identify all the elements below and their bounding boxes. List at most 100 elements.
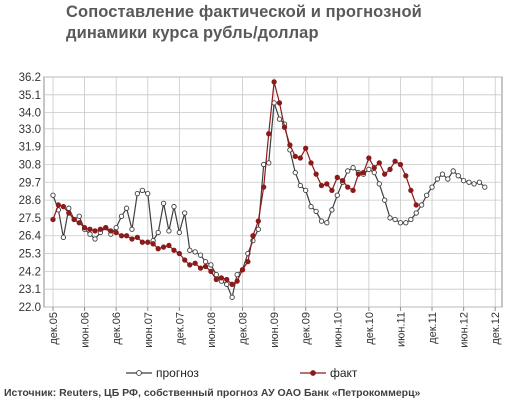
forecast-data-point (350, 165, 356, 171)
line-chart: 22.0 23.1 24.2 25.3 26.4 27.5 28.6 29.7 30.8 31.9… (19, 72, 503, 380)
actual-data-point (387, 166, 393, 172)
forecast-data-point (118, 213, 125, 219)
actual-data-point (276, 100, 283, 106)
forecast-data-point (192, 249, 198, 255)
x-tick-label: июн.06 (80, 312, 92, 348)
actual-data-point (334, 174, 340, 181)
actual-data-point (250, 233, 256, 239)
forecast-data-point (303, 187, 309, 194)
forecast-data-point (171, 203, 177, 210)
forecast-data-point (202, 258, 209, 265)
forecast-data-point (397, 220, 404, 226)
actual-data-point (397, 161, 404, 168)
forecast-data-point (60, 234, 67, 241)
actual-data-point (92, 228, 98, 234)
forecast-data-point (329, 207, 335, 213)
actual-data-point (239, 267, 246, 273)
actual-data-point (218, 275, 225, 281)
forecast-data-point (366, 166, 372, 172)
x-tick-label: дек.09 (301, 312, 313, 345)
chart-title-line-1: Сопоставление фактической и прогнозной (66, 3, 422, 21)
actual-data-point (266, 131, 272, 137)
y-tick-label: 31.9 (19, 142, 41, 154)
y-tick-label: 27.5 (19, 213, 41, 225)
x-tick-label: июн.09 (269, 312, 281, 348)
y-tick-label: 25.3 (19, 249, 41, 261)
actual-data-point (408, 187, 414, 194)
forecast-data-point (418, 202, 425, 208)
forecast-data-point (413, 210, 419, 216)
actual-data-point (155, 246, 161, 252)
actual-data-point (261, 184, 267, 190)
forecast-data-point (297, 182, 303, 189)
actual-data-point (224, 276, 230, 283)
actual-data-point (103, 224, 109, 231)
actual-data-point (360, 169, 367, 176)
forecast-data-point (476, 179, 483, 185)
forecast-data-point (255, 226, 261, 232)
actual-data-point (308, 160, 314, 166)
forecast-data-point (382, 197, 388, 203)
forecast-data-point (429, 184, 435, 190)
forecast-data-point (424, 192, 430, 198)
chart-title-line-2: динамики курса рубль/доллар (66, 24, 319, 42)
forecast-data-point (234, 271, 240, 278)
forecast-data-point (439, 171, 446, 177)
forecast-data-point (266, 160, 272, 166)
forecast-data-point (197, 252, 204, 258)
actual-data-point (392, 158, 398, 164)
actual-data-point (118, 233, 125, 239)
forecast-data-point (208, 262, 214, 268)
actual-data-point (97, 226, 104, 232)
actual-data-point (50, 216, 56, 223)
actual-data-point (329, 187, 335, 194)
actual-data-point (150, 241, 156, 247)
actual-data-point (166, 242, 172, 249)
forecast-data-point (376, 181, 382, 187)
actual-data-point (171, 247, 177, 253)
actual-data-point (134, 234, 140, 241)
forecast-data-point (308, 203, 314, 210)
x-tick-label: июн.12 (459, 312, 471, 348)
forecast-data-point (313, 208, 319, 215)
x-tick-label: дек.07 (174, 312, 186, 345)
forecast-data-point (482, 184, 488, 190)
forecast-data-point (318, 218, 325, 224)
forecast-data-point (166, 228, 172, 234)
forecast-data-point (224, 281, 230, 287)
actual-data-point (303, 145, 309, 151)
forecast-data-point (450, 168, 456, 174)
x-tick-label: дек.06 (111, 312, 123, 345)
actual-data-point (403, 173, 409, 179)
forecast-data-point (408, 216, 414, 223)
forecast-data-point (129, 226, 135, 232)
x-tick-label: июн.10 (332, 312, 344, 348)
forecast-data-point (50, 192, 56, 198)
y-tick-label: 28.6 (19, 195, 41, 207)
forecast-data-point (445, 176, 451, 182)
actual-data-point (371, 165, 377, 171)
actual-data-point (113, 229, 119, 236)
actual-data-point (76, 220, 82, 226)
x-tick-label: июн.07 (143, 312, 155, 348)
forecast-data-point (176, 229, 182, 236)
y-tick-label: 30.8 (19, 159, 41, 171)
actual-data-point (208, 268, 214, 275)
forecast-data-point (324, 220, 330, 226)
actual-data-point (229, 281, 235, 287)
forecast-data-point (229, 294, 235, 300)
forecast-data-point (66, 205, 72, 211)
y-tick-label: 26.4 (19, 231, 42, 243)
legend-actual-label: факт (330, 366, 358, 380)
actual-data-point (197, 265, 204, 271)
forecast-data-point (92, 236, 98, 242)
y-tick-label: 34.0 (19, 108, 41, 120)
forecast-data-point (160, 200, 167, 206)
chart-title: Сопоставление фактической и прогнозной д… (66, 2, 506, 44)
forecast-data-point (403, 220, 409, 226)
forecast-data-point (145, 190, 151, 197)
actual-data-point (297, 155, 303, 161)
actual-data-point (87, 226, 93, 232)
actual-data-point (71, 216, 77, 223)
y-tick-label: 22.0 (19, 302, 41, 314)
